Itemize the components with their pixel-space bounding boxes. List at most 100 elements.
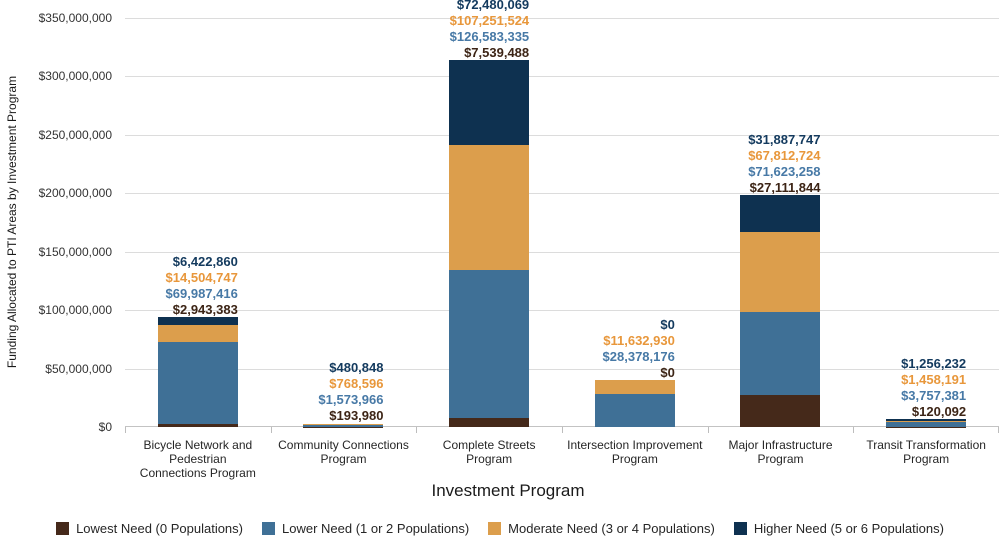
value-label: $72,480,069: [456, 0, 530, 13]
category-label: Bicycle Network and Pedestrian Connections…: [125, 438, 271, 480]
value-label: $27,111,844: [749, 180, 821, 196]
bar-segment: [740, 395, 821, 427]
bar-segment: [886, 419, 967, 421]
axis-tick: [562, 427, 563, 433]
category-label-line: Complete Streets: [442, 438, 536, 452]
category-label-line: Transit Transformation: [866, 438, 986, 452]
category-label-line: Program: [757, 452, 804, 466]
y-tick-label: $0: [98, 420, 112, 434]
value-label: $1,256,232: [901, 356, 967, 372]
bar-segment: [740, 232, 821, 312]
legend-label: Lowest Need (0 Populations): [76, 521, 243, 536]
legend-swatch: [262, 522, 275, 535]
grid-line: [125, 310, 999, 312]
value-label: $126,583,335: [449, 29, 530, 45]
category-label-line: Program: [320, 452, 367, 466]
value-label: $6,422,860: [172, 254, 238, 270]
legend-item: Moderate Need (3 or 4 Populations): [488, 521, 715, 536]
grid-line: [125, 134, 999, 136]
value-label: $1,573,966: [318, 392, 384, 408]
value-label: $0: [660, 317, 675, 333]
legend-item: Lowest Need (0 Populations): [56, 521, 243, 536]
category-slot: $6,422,860 $14,504,747 $69,987,416 $2,943,3…: [125, 18, 271, 480]
value-label: $71,623,258: [748, 164, 821, 180]
bar-segment: [449, 144, 530, 271]
value-label: $67,812,724: [748, 148, 821, 164]
grid-line: [125, 193, 999, 195]
legend-swatch: [56, 522, 70, 535]
legend-label: Higher Need (5 or 6 Populations): [753, 521, 944, 536]
axis-tick: [270, 427, 272, 433]
bar-segment: [594, 393, 675, 427]
bar-segment: [594, 380, 675, 394]
stacked-bar: [157, 317, 238, 427]
value-label-stack: $0 $11,632,930 $28,378,176 $0: [603, 317, 675, 381]
axis-tick: [416, 427, 418, 433]
y-tick-label: $300,000,000: [38, 69, 112, 84]
legend-label: Lower Need (1 or 2 Populations): [282, 521, 470, 536]
category-slot: $480,848 $768,596 $1,573,966 $193,980 Commun…: [271, 18, 417, 466]
category-label-line: Program: [611, 452, 658, 466]
legend-item: Lower Need (1 or 2 Populations): [262, 521, 469, 536]
value-label: $2,943,383: [172, 302, 238, 318]
value-label: $7,539,488: [464, 45, 530, 61]
grid-line: [125, 251, 999, 253]
value-label: $31,887,747: [748, 132, 821, 148]
bar-segment: [157, 423, 238, 427]
category-slot: $72,480,069 $107,251,524 $126,583,335 $7,53…: [416, 0, 562, 466]
bar-segment: [740, 311, 821, 396]
y-tick-label: $100,000,000: [38, 303, 112, 318]
category-slot: $31,887,747 $67,812,724 $71,623,258 $27,111…: [708, 18, 854, 466]
bar-segment: [157, 341, 238, 424]
plot-area: $6,422,860 $14,504,747 $69,987,416 $2,943,3…: [125, 0, 999, 480]
axis-tick: [125, 427, 126, 433]
category-label-line: Bicycle Network and: [143, 438, 253, 452]
bar-segment: [303, 423, 384, 425]
value-label: $480,848: [329, 360, 384, 376]
bar-segment: [303, 424, 384, 425]
value-label-stack: $31,887,747 $67,812,724 $71,623,258 $27,111…: [748, 132, 820, 196]
legend-item: Higher Need (5 or 6 Populations): [733, 521, 944, 536]
category-label-line: Community Connections: [278, 438, 409, 452]
axis-tick: [707, 427, 709, 433]
value-label-stack: $72,480,069 $107,251,524 $126,583,335 $7,53…: [450, 0, 530, 61]
category-label: Intersection Improvement Program: [562, 438, 708, 466]
bar-segment: [303, 424, 384, 427]
value-label: $0: [660, 365, 675, 381]
category-label-line: Major Infrastructure: [728, 438, 833, 452]
category-label-line: Intersection Improvement: [567, 438, 703, 452]
value-label: $14,504,747: [165, 270, 238, 286]
category-slot: $0 $11,632,930 $28,378,176 $0 Intersection I…: [562, 18, 708, 466]
value-label: $11,632,930: [603, 333, 675, 349]
legend-label: Moderate Need (3 or 4 Populations): [508, 521, 715, 536]
grid-line: [125, 368, 999, 370]
category-label-line: Program: [903, 452, 950, 466]
stacked-bar: [886, 419, 967, 427]
stacked-bar: [740, 195, 821, 427]
y-tick-label: $150,000,000: [38, 244, 112, 259]
stacked-bar: [303, 423, 384, 427]
category-label: Major Infrastructure Program: [708, 438, 854, 466]
x-axis-line: [125, 426, 999, 427]
value-label: $193,980: [329, 408, 384, 424]
value-label: $120,092: [911, 404, 967, 420]
bar-segment: [886, 422, 967, 427]
y-axis-title: Funding Allocated to PTI Areas by Invest…: [5, 75, 19, 369]
bar-segment: [740, 195, 821, 233]
value-label: $69,987,416: [165, 286, 238, 302]
stacked-bar: [449, 60, 530, 427]
category-label-line: Pedestrian: [169, 452, 227, 466]
value-label: $3,757,381: [901, 388, 967, 404]
value-label-stack: $1,256,232 $1,458,191 $3,757,381 $120,092: [901, 356, 966, 420]
x-axis-title: Investment Program: [431, 481, 585, 500]
bar-segment: [157, 324, 238, 342]
category-label: Complete Streets Program: [416, 438, 562, 466]
category-slot: $1,256,232 $1,458,191 $3,757,381 $120,092 Tr…: [853, 18, 999, 466]
stacked-bar: [594, 380, 675, 427]
bar-segment: [449, 60, 530, 145]
legend-swatch: [488, 522, 502, 535]
value-label: $107,251,524: [449, 13, 530, 29]
value-label: $768,596: [329, 376, 384, 392]
bar-segment: [449, 418, 530, 427]
y-tick-label: $200,000,000: [38, 186, 112, 201]
